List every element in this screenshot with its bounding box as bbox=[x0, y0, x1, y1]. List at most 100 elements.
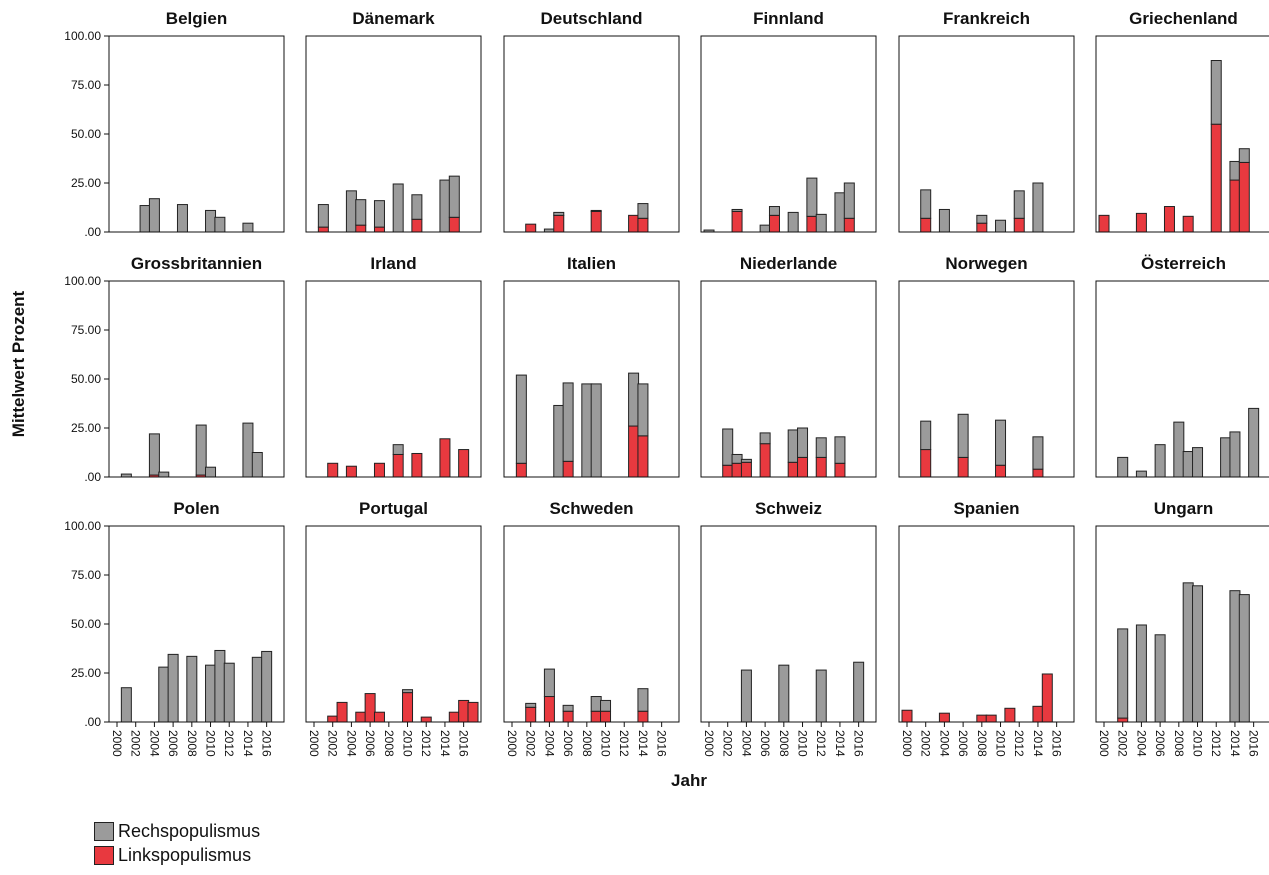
bar-rechts-deutschland-2005 bbox=[553, 211, 565, 216]
legend-swatch-rechts bbox=[94, 821, 114, 841]
x-tick-label-schweden-2004: 2004 bbox=[542, 730, 556, 757]
x-tick-label-schweden-2012: 2012 bbox=[617, 730, 631, 757]
panel-frame-d-nemark bbox=[305, 35, 482, 233]
bar-rechts-frankreich-2008 bbox=[976, 214, 988, 224]
bar-rechts-frankreich-2012 bbox=[1013, 190, 1025, 219]
bar-rechts-italien-2009 bbox=[590, 383, 602, 478]
bar-links-niederlande-2004 bbox=[740, 461, 752, 478]
bar-rechts-polen-2011 bbox=[214, 649, 226, 723]
bar-rechts-ungarn-2014 bbox=[1229, 590, 1241, 723]
bar-links-d-nemark-2005 bbox=[355, 224, 367, 233]
bar-rechts-frankreich-2010 bbox=[995, 219, 1007, 233]
x-tick-label-spanien-2004: 2004 bbox=[937, 730, 951, 757]
bar-rechts-d-nemark-2014 bbox=[439, 179, 451, 233]
bar-rechts-schweiz-2008 bbox=[778, 664, 790, 723]
bar-links-portugal-2017 bbox=[467, 701, 479, 723]
bar-links-italien-2013 bbox=[628, 425, 640, 478]
bar-rechts-grossbritannien-2014 bbox=[242, 422, 254, 478]
bar-links-italien-2001 bbox=[515, 462, 527, 478]
legend-label-rechts: Rechspopulismus bbox=[118, 820, 261, 841]
bar-rechts-griechenland-2015 bbox=[1238, 148, 1250, 163]
legend-item-links: Linkspopulismus bbox=[94, 843, 260, 867]
x-tick-label-schweiz-2006: 2006 bbox=[758, 730, 772, 757]
bar-rechts-grossbritannien-2009 bbox=[195, 424, 207, 476]
legend-label-links: Linkspopulismus bbox=[118, 844, 252, 865]
bar-rechts--sterreich-2014 bbox=[1229, 431, 1241, 478]
x-tick-label-portugal-2008: 2008 bbox=[382, 730, 396, 757]
panel-frame-griechenland bbox=[1095, 35, 1269, 233]
panel-frame-norwegen bbox=[898, 280, 1075, 478]
y-tick-label-2-75: 75.00 bbox=[71, 568, 101, 582]
bar-rechts-polen-2005 bbox=[158, 666, 170, 723]
x-tick-label-polen-2016: 2016 bbox=[260, 730, 274, 757]
bar-links-frankreich-2012 bbox=[1013, 217, 1025, 233]
bar-rechts-polen-2015 bbox=[251, 656, 263, 723]
bar-rechts-schweden-2004 bbox=[543, 668, 555, 698]
panel-title-niederlande: Niederlande bbox=[740, 254, 837, 273]
bar-links-italien-2006 bbox=[562, 460, 574, 478]
bar-rechts-niederlande-2014 bbox=[834, 436, 846, 464]
bar-links-griechenland-2009 bbox=[1182, 215, 1194, 233]
x-tick-label-schweiz-2004: 2004 bbox=[739, 730, 753, 757]
panel-title-italien: Italien bbox=[567, 254, 616, 273]
bar-links-portugal-2012 bbox=[420, 716, 432, 723]
bar-links-niederlande-2012 bbox=[815, 456, 827, 478]
x-tick-label-ungarn-2008: 2008 bbox=[1172, 730, 1186, 757]
bar-rechts-frankreich-2004 bbox=[938, 208, 950, 233]
x-axis-title: Jahr bbox=[671, 771, 707, 790]
bar-rechts--sterreich-2009 bbox=[1182, 451, 1194, 478]
bar-rechts-schweden-2006 bbox=[562, 704, 574, 712]
bar-rechts-schweden-2010 bbox=[600, 699, 612, 712]
bar-rechts-niederlande-2004 bbox=[740, 458, 752, 463]
x-tick-label-spanien-2008: 2008 bbox=[975, 730, 989, 757]
panel-frame-portugal bbox=[305, 525, 482, 723]
bar-links-portugal-2016 bbox=[458, 699, 470, 723]
bar-rechts-finnland-2011 bbox=[806, 177, 818, 217]
y-tick-label-0-50: 50.00 bbox=[71, 127, 101, 141]
bar-rechts-grossbritannien-2004 bbox=[148, 433, 160, 476]
x-tick-label-polen-2014: 2014 bbox=[241, 730, 255, 757]
bar-rechts-niederlande-2010 bbox=[797, 427, 809, 458]
x-tick-label-spanien-2016: 2016 bbox=[1050, 730, 1064, 757]
bar-links-spanien-2000 bbox=[901, 709, 913, 723]
x-tick-label-schweiz-2002: 2002 bbox=[721, 730, 735, 757]
panel-frame-ungarn bbox=[1095, 525, 1269, 723]
bar-rechts-grossbritannien-2005 bbox=[158, 471, 170, 478]
bar-rechts-norwegen-2002 bbox=[920, 420, 932, 451]
y-tick-label-1-100: 100.00 bbox=[64, 274, 101, 288]
bar-rechts-italien-2001 bbox=[515, 374, 527, 464]
panel-title-griechenland: Griechenland bbox=[1129, 9, 1238, 28]
x-tick-label-ungarn-2002: 2002 bbox=[1116, 730, 1130, 757]
bar-links-schweden-2009 bbox=[590, 710, 602, 723]
bar-links-niederlande-2014 bbox=[834, 462, 846, 478]
bar-rechts-belgien-2014 bbox=[242, 222, 254, 233]
x-tick-label-ungarn-2000: 2000 bbox=[1097, 730, 1111, 757]
bar-rechts--sterreich-2016 bbox=[1248, 407, 1260, 478]
x-tick-label-schweden-2006: 2006 bbox=[561, 730, 575, 757]
bar-rechts--sterreich-2013 bbox=[1220, 437, 1232, 478]
bar-rechts-d-nemark-2009 bbox=[392, 183, 404, 233]
bar-rechts-irland-2009 bbox=[392, 444, 404, 455]
bar-links-niederlande-2009 bbox=[787, 461, 799, 478]
panel-frame-spanien bbox=[898, 525, 1075, 723]
x-tick-label-schweden-2016: 2016 bbox=[655, 730, 669, 757]
x-tick-label-schweden-2014: 2014 bbox=[636, 730, 650, 757]
bar-rechts-d-nemark-2007 bbox=[373, 200, 385, 228]
y-tick-label-2-50: 50.00 bbox=[71, 617, 101, 631]
bar-links-portugal-2002 bbox=[327, 715, 339, 723]
x-tick-label-schweden-2008: 2008 bbox=[580, 730, 594, 757]
legend: Rechspopulismus Linkspopulismus bbox=[94, 819, 260, 867]
bar-links-niederlande-2002 bbox=[722, 464, 734, 478]
bar-rechts--sterreich-2002 bbox=[1117, 456, 1129, 478]
panel-title-portugal: Portugal bbox=[359, 499, 428, 518]
y-tick-label-1-0: .00 bbox=[84, 470, 101, 484]
bar-rechts-polen-2012 bbox=[223, 662, 235, 723]
y-tick-label-2-0: .00 bbox=[84, 715, 101, 729]
bar-links-portugal-2003 bbox=[336, 701, 348, 723]
bar-rechts-frankreich-2002 bbox=[920, 189, 932, 219]
x-tick-label-spanien-2006: 2006 bbox=[956, 730, 970, 757]
bar-rechts-schweden-2009 bbox=[590, 696, 602, 712]
panel-frame-frankreich bbox=[898, 35, 1075, 233]
bar-rechts-belgien-2011 bbox=[214, 216, 226, 233]
x-tick-label-spanien-2002: 2002 bbox=[919, 730, 933, 757]
